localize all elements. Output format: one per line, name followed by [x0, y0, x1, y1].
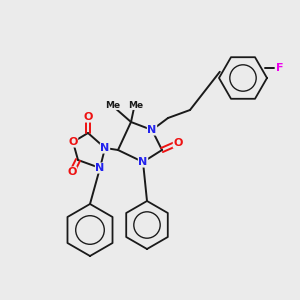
Text: N: N [100, 143, 109, 153]
Text: O: O [173, 138, 183, 148]
Text: O: O [83, 112, 93, 122]
Text: N: N [138, 157, 148, 167]
Text: Me: Me [105, 100, 121, 109]
Text: Me: Me [128, 100, 144, 109]
Text: O: O [68, 137, 78, 147]
Text: N: N [147, 125, 157, 135]
Text: O: O [67, 167, 77, 177]
Text: N: N [95, 163, 105, 173]
Text: F: F [276, 63, 284, 73]
